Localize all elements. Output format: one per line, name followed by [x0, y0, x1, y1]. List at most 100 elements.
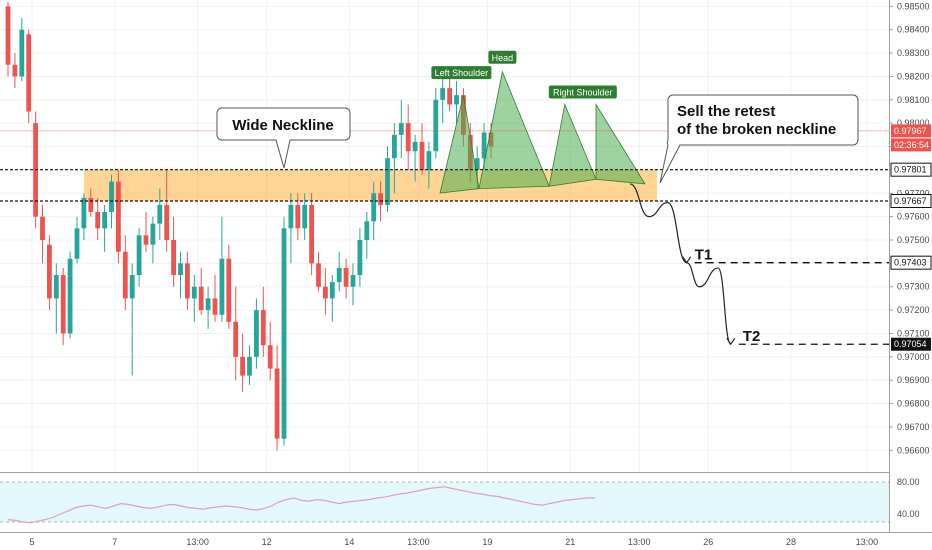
candle-body: [247, 356, 252, 376]
neckline-bottom-tag-box: [890, 193, 932, 208]
price-tick-label: 0.97000: [897, 352, 930, 362]
candle-body: [219, 258, 225, 315]
candle-body: [447, 88, 452, 105]
candle-body: [260, 310, 266, 346]
candle-body: [198, 286, 204, 311]
candle-body: [295, 204, 301, 229]
candle-body: [26, 34, 32, 112]
candle-body: [267, 345, 273, 369]
sell-retest-callout: Sell the retest of the broken neckline: [659, 94, 859, 184]
left-shoulder-triangle: [439, 95, 480, 194]
current-price-tag-box: [891, 124, 931, 138]
price-tick-label: 0.98300: [897, 48, 930, 58]
candle-body: [178, 263, 183, 276]
candle-body: [329, 282, 335, 299]
time-tick-label: 26: [703, 537, 713, 547]
candle-body: [74, 228, 80, 259]
candle-body: [212, 298, 218, 315]
head-label-box: [488, 50, 517, 64]
price-tick-label: 0.97200: [897, 305, 930, 315]
candle-body: [53, 275, 59, 299]
candle-body: [157, 204, 163, 224]
rsi-band: [0, 482, 889, 522]
candle-body: [81, 197, 87, 229]
price-tick-label: 0.96900: [897, 375, 930, 385]
candle-body: [40, 216, 45, 241]
candle-body: [191, 286, 197, 299]
neckline-bottom-tag: 0.97667: [894, 196, 927, 206]
left-shoulder-label: Left Shoulder: [435, 68, 489, 78]
candle-body: [95, 211, 101, 229]
target-1-tag: 0.97403: [894, 258, 927, 268]
time-tick-label: 14: [344, 537, 354, 547]
retest-triangle: [595, 103, 646, 185]
candle-body: [419, 141, 425, 170]
price-tick-label: 0.98000: [897, 118, 930, 128]
candle-body: [350, 275, 356, 287]
candle-body: [378, 193, 383, 205]
sell-retest-text-line-2: of the broken neckline: [677, 121, 836, 138]
projection-arrow-2: [726, 337, 736, 346]
rsi-tick-label: 40.00: [897, 509, 920, 519]
rsi-axis-ticks: 80.00 40.00: [897, 477, 920, 519]
candle-body: [88, 197, 94, 212]
candle-body: [398, 123, 404, 135]
price-tick-label: 0.98200: [897, 71, 930, 81]
candle-body: [205, 298, 211, 311]
neckline-top-tag-box: [890, 162, 932, 177]
candle-body: [226, 258, 232, 322]
time-tick-label: 12: [262, 537, 272, 547]
time-tick-label: 28: [786, 537, 796, 547]
candle-body: [102, 211, 107, 229]
price-tick-label: 0.97600: [897, 212, 930, 222]
candle-body: [357, 240, 363, 276]
countdown-tag-box: [891, 138, 931, 152]
price-tick-label: 0.98400: [897, 25, 930, 35]
candle-body: [474, 158, 480, 170]
neckline-top-tag: 0.97801: [894, 165, 927, 175]
price-tick-label: 0.97500: [897, 235, 930, 245]
countdown-tag: 02:36:54: [894, 140, 929, 150]
candle-body: [433, 99, 439, 152]
candle-body: [60, 275, 66, 334]
target-1-tag-box: [890, 255, 932, 270]
candle-body: [143, 235, 149, 245]
left-shoulder-label-box: [431, 66, 492, 80]
right-shoulder-label-box: [548, 85, 617, 99]
candle-body: [19, 29, 25, 77]
candle-body: [281, 228, 287, 439]
candle-body: [185, 263, 190, 299]
price-tick-label: 0.97100: [897, 328, 930, 338]
head-label: Head: [492, 53, 514, 63]
candle-body: [405, 123, 411, 152]
candle-body: [323, 286, 328, 299]
price-tick-label: 0.97300: [897, 282, 930, 292]
time-tick-label: 13:00: [186, 537, 209, 547]
rsi-line: [7, 486, 595, 524]
time-axis[interactable]: [0, 532, 932, 550]
candle-body: [440, 88, 446, 100]
sell-retest-text-line-1: Sell the retest: [677, 103, 775, 120]
time-tick-label: 13:00: [628, 537, 651, 547]
wide-neckline-text: Wide Neckline: [232, 117, 334, 134]
time-tick-label: 13:00: [856, 537, 879, 547]
head-and-shoulders-pattern: [439, 70, 646, 194]
candle-body: [412, 141, 418, 152]
right-shoulder-triangle: [548, 103, 597, 187]
candle-body: [122, 251, 128, 299]
candle-body: [274, 368, 280, 439]
candle-body: [5, 6, 11, 65]
candle-body: [116, 181, 121, 252]
price-tick-label: 0.97700: [897, 188, 930, 198]
current-price-tag: 0.97967: [894, 126, 927, 136]
candle-body: [288, 204, 294, 229]
candle-body: [454, 95, 459, 105]
price-tick-label: 0.98100: [897, 95, 930, 105]
wide-neckline-callout: Wide Neckline: [216, 107, 351, 169]
candle-body: [164, 204, 170, 241]
candle-body: [316, 263, 321, 287]
price-tick-label: 0.96600: [897, 445, 930, 455]
candle-body: [426, 151, 432, 170]
